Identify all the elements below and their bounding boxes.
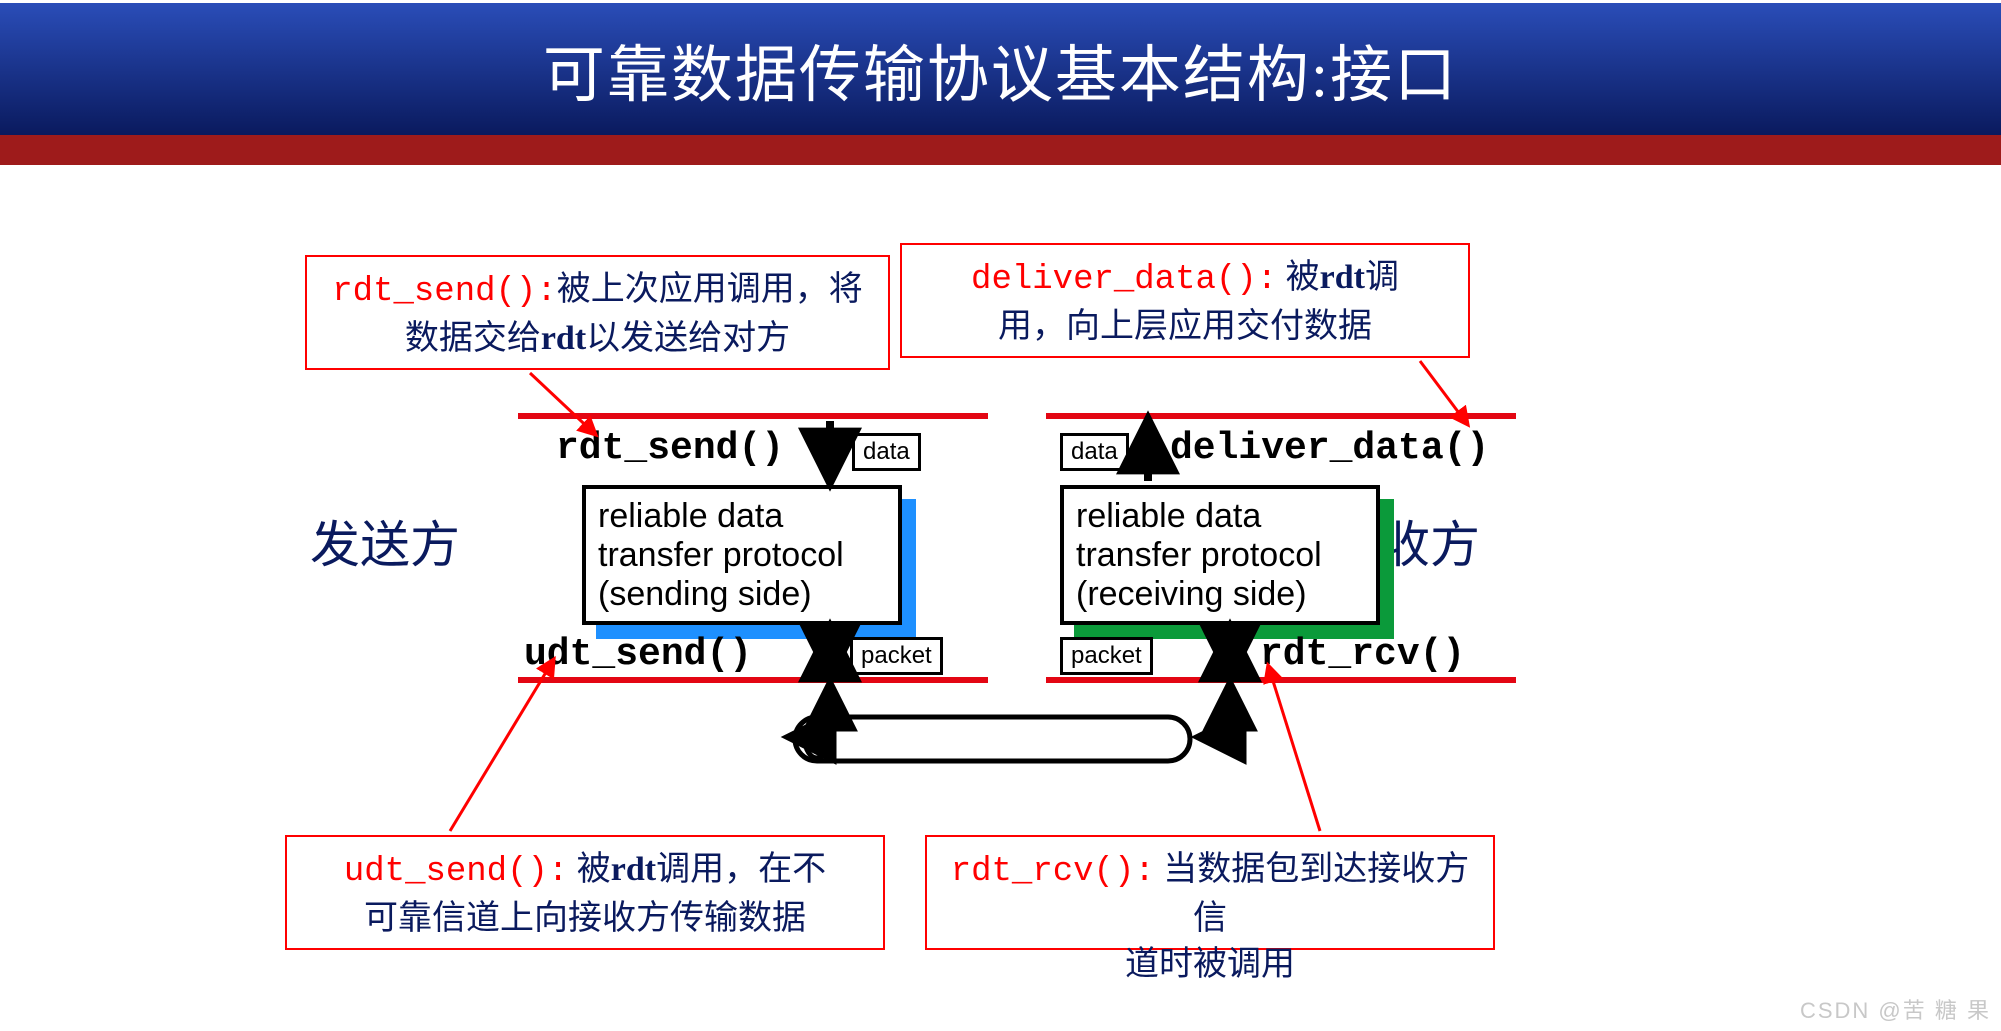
data-box-sender: data: [852, 433, 921, 471]
callout-text: 用，向上层应用交付数据: [998, 308, 1372, 345]
box-text: (sending side): [598, 575, 812, 613]
callout-text: 调: [1365, 259, 1399, 296]
callout-text: 以发送给对方: [586, 320, 790, 357]
app-layer-boundary-receiver: [1046, 413, 1516, 419]
callout-fn: udt_send():: [344, 853, 568, 891]
callout-text: 被: [577, 851, 611, 888]
api-label-udt-send: udt_send(): [524, 633, 752, 676]
net-layer-boundary-receiver: [1046, 677, 1516, 683]
callout-rdt-send: rdt_send():被上次应用调用，将 数据交给rdt以发送给对方: [305, 255, 890, 370]
callout-fn: rdt_send():: [332, 273, 556, 311]
callout-rdt-rcv: rdt_rcv(): 当数据包到达接收方信 道时被调用: [925, 835, 1495, 950]
box-text: reliable data: [1076, 497, 1261, 535]
box-text: transfer protocol: [1076, 536, 1322, 574]
callout-udt-send: udt_send(): 被rdt调用，在不 可靠信道上向接收方传输数据: [285, 835, 885, 950]
label-sender-side: 发送方: [310, 505, 460, 577]
callout-deliver-data: deliver_data(): 被rdt调 用，向上层应用交付数据: [900, 243, 1470, 358]
callout-text: rdt: [1320, 259, 1365, 296]
packet-box-sender: packet: [850, 637, 943, 675]
callout-text: 当数据包到达接收方信: [1163, 851, 1469, 937]
callout-text: 数据交给: [405, 320, 541, 357]
callout-text: 被: [1286, 259, 1320, 296]
receiver-protocol-box: reliable data transfer protocol (receivi…: [1060, 485, 1380, 625]
api-label-rdt-send: rdt_send(): [556, 427, 784, 470]
diagram-canvas: rdt_send():被上次应用调用，将 数据交给rdt以发送给对方 deliv…: [0, 165, 2001, 1031]
callout-fn: rdt_rcv():: [951, 853, 1155, 891]
data-box-receiver: data: [1060, 433, 1129, 471]
box-text: (receiving side): [1076, 575, 1307, 613]
app-layer-boundary-sender: [518, 413, 988, 419]
api-label-deliver-data: deliver_data(): [1170, 427, 1489, 470]
slide-header: 可靠数据传输协议基本结构:接口: [0, 0, 2001, 135]
callout-text: rdt: [611, 851, 656, 888]
box-text: reliable data: [598, 497, 783, 535]
header-divider-band: [0, 135, 2001, 165]
callout-text: 道时被调用: [1125, 946, 1295, 983]
callout-text: 可靠信道上向接收方传输数据: [364, 900, 806, 937]
watermark: CSDN @苦 糖 果: [1800, 993, 1991, 1025]
api-label-rdt-rcv: rdt_rcv(): [1260, 633, 1465, 676]
unreliable-channel-label: unreliable channel: [830, 721, 1106, 760]
callout-fn: deliver_data():: [971, 261, 1277, 299]
callout-text: 被上次应用调用，将: [557, 271, 863, 308]
sender-protocol-box: reliable data transfer protocol (sending…: [582, 485, 902, 625]
packet-box-receiver: packet: [1060, 637, 1153, 675]
callout-text: 调用，在不: [656, 851, 826, 888]
slide-title: 可靠数据传输协议基本结构:接口: [543, 24, 1458, 114]
net-layer-boundary-sender: [518, 677, 988, 683]
callout-text: rdt: [541, 320, 586, 357]
box-text: transfer protocol: [598, 536, 844, 574]
